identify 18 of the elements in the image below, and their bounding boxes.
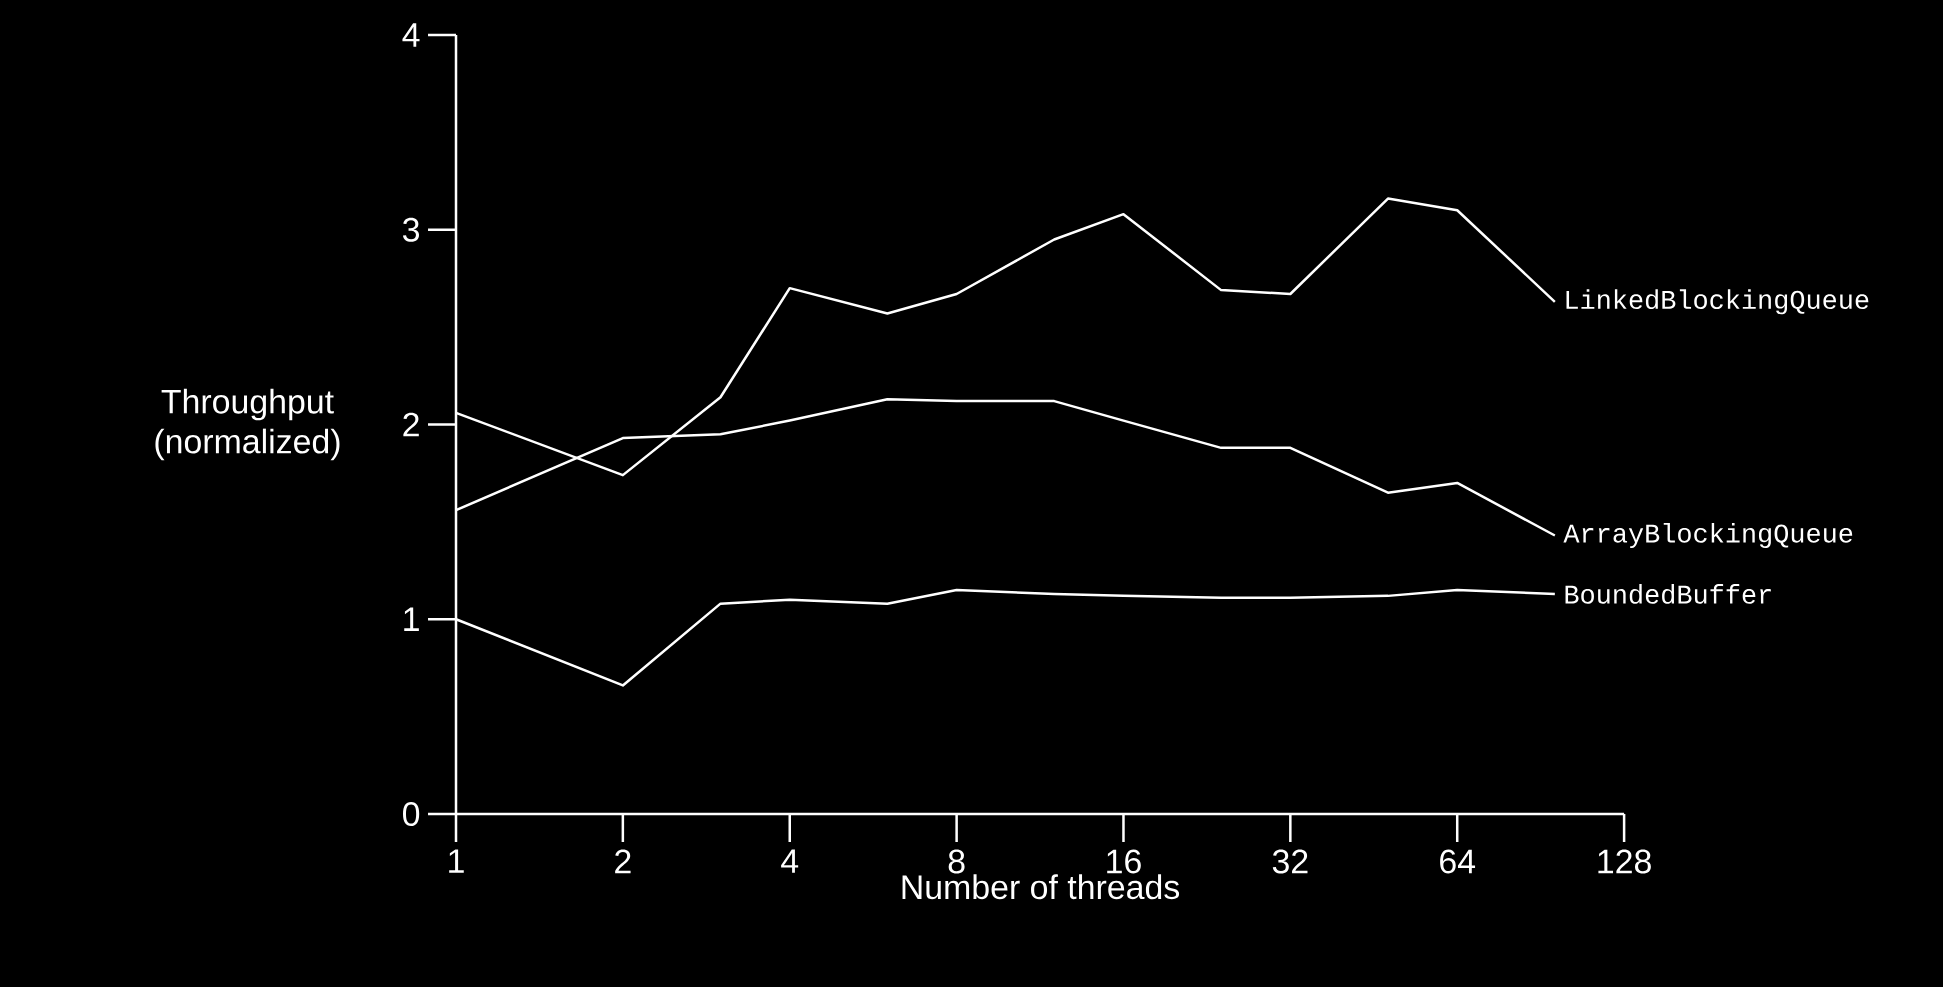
- x-tick-label: 32: [1272, 849, 1308, 874]
- y-tick-label: 1: [404, 607, 419, 631]
- x-tick-label: 8: [948, 849, 965, 874]
- y-tick-label: 0: [403, 802, 420, 826]
- x-tick-label: 16: [1107, 849, 1141, 874]
- y-tick-label: 2: [403, 412, 419, 437]
- y-axis-title: Throughput (normalized): [155, 388, 340, 461]
- y-tick-label: 3: [402, 217, 420, 242]
- x-tick-label: 4: [781, 849, 799, 873]
- x-tick-label: 64: [1440, 849, 1476, 874]
- series-label: LinkedBlockingQueue: [1566, 289, 1869, 315]
- x-axis-title: Number of threads: [902, 874, 1180, 900]
- series-label: ArrayBlockingQueue: [1563, 522, 1853, 549]
- series-label: BoundedBuffer: [1565, 584, 1771, 604]
- x-tick-label: 2: [615, 849, 631, 874]
- x-tick-label: 1: [449, 849, 464, 873]
- x-tick-label: 128: [1598, 849, 1651, 874]
- y-tick-label: 4: [402, 23, 420, 47]
